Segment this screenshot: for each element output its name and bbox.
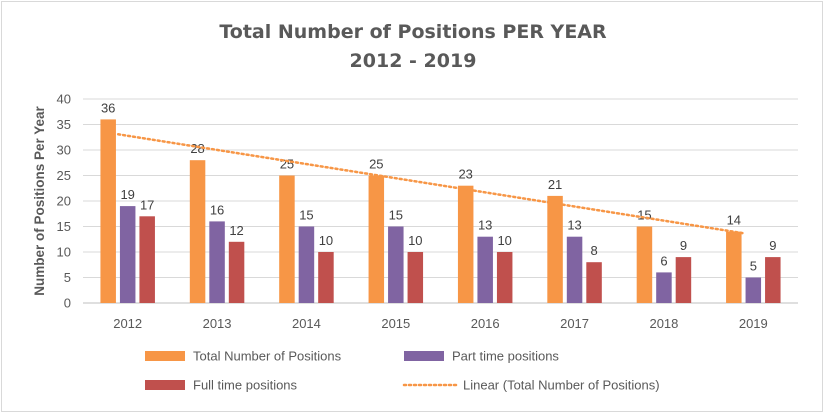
bar [189, 160, 206, 303]
data-label: 9 [680, 238, 687, 253]
legend-label: Part time positions [452, 349, 559, 364]
trendline [116, 133, 746, 235]
data-label: 25 [369, 157, 383, 172]
bar [298, 226, 315, 303]
bar [318, 252, 334, 303]
bar [457, 185, 474, 303]
data-label: 15 [389, 208, 403, 223]
y-axis-label: Number of Positions Per Year [32, 105, 47, 295]
data-label: 8 [590, 243, 597, 258]
y-tick-label: 40 [57, 92, 71, 107]
bar [636, 226, 653, 303]
data-label: 23 [458, 167, 472, 182]
data-label: 10 [319, 233, 333, 248]
bar [209, 221, 225, 303]
data-label: 28 [190, 141, 204, 156]
bar [279, 175, 295, 303]
data-label: 15 [637, 208, 651, 223]
bar [675, 257, 692, 303]
legend-label: Linear (Total Number of Positions) [463, 378, 660, 393]
bar [139, 216, 155, 303]
y-tick-label: 35 [57, 117, 71, 132]
y-tick-label: 20 [57, 194, 71, 209]
data-label: 9 [769, 238, 776, 253]
x-tick-label: 2016 [471, 316, 500, 331]
bar [496, 252, 513, 303]
bar [100, 119, 116, 304]
data-label: 5 [750, 259, 757, 274]
y-tick-label: 10 [57, 245, 71, 260]
legend-label: Full time positions [193, 378, 298, 393]
y-tick-label: 15 [57, 219, 71, 234]
bar [388, 226, 404, 303]
x-tick-label: 2019 [739, 316, 768, 331]
data-label: 17 [140, 197, 154, 212]
chart-subtitle: 2012 - 2019 [349, 50, 477, 72]
bar [656, 272, 672, 303]
legend-swatch [145, 351, 185, 361]
legend-swatch [404, 351, 444, 361]
x-tick-label: 2012 [113, 316, 142, 331]
data-label: 13 [478, 218, 492, 233]
data-label: 15 [299, 208, 313, 223]
data-label: 16 [210, 202, 224, 217]
y-tick-label: 30 [57, 143, 71, 158]
bar [745, 277, 762, 303]
data-label: 36 [101, 100, 115, 115]
y-tick-label: 25 [57, 168, 71, 183]
bar [228, 241, 245, 303]
bar [368, 175, 385, 303]
y-tick-label: 5 [64, 270, 71, 285]
legend-label: Total Number of Positions [193, 349, 342, 364]
data-label: 25 [280, 157, 294, 172]
data-label: 14 [727, 213, 741, 228]
chart-title: Total Number of Positions PER YEAR [219, 21, 607, 43]
data-label: 19 [120, 187, 134, 202]
data-label: 13 [567, 218, 581, 233]
legend-swatch [145, 380, 185, 390]
x-tick-label: 2017 [560, 316, 589, 331]
x-tick-label: 2018 [649, 316, 678, 331]
bar [566, 236, 583, 303]
bar [407, 252, 424, 303]
bar [726, 231, 742, 303]
x-tick-label: 2014 [292, 316, 321, 331]
bar [547, 195, 563, 303]
data-label: 12 [229, 223, 243, 238]
bar [586, 262, 602, 303]
data-label: 10 [408, 233, 422, 248]
bar [765, 257, 781, 303]
bar [477, 236, 493, 303]
x-tick-label: 2013 [203, 316, 232, 331]
data-label: 6 [660, 253, 667, 268]
x-tick-label: 2015 [381, 316, 410, 331]
data-label: 10 [497, 233, 511, 248]
bar [119, 206, 136, 303]
y-tick-label: 0 [64, 296, 71, 311]
data-label: 21 [548, 177, 562, 192]
